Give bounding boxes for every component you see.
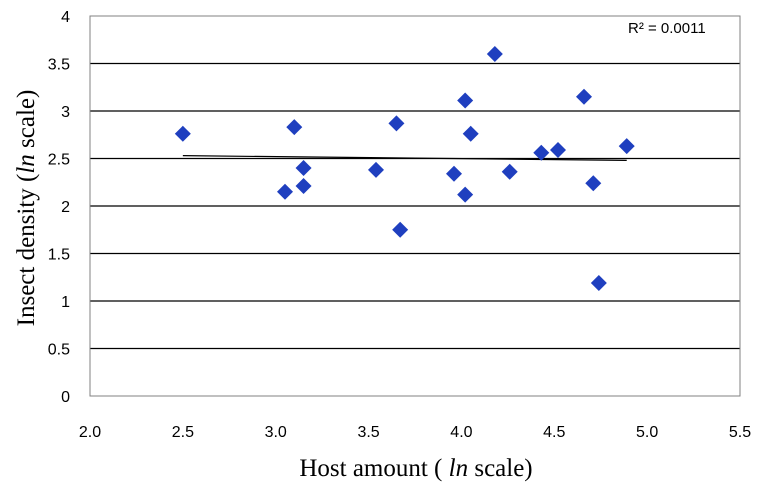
y-tick-label: 3.5	[48, 57, 70, 74]
y-axis-title: Insect density (ln scale)	[13, 90, 40, 327]
data-point	[550, 141, 566, 158]
trendline	[182, 155, 627, 161]
data-point	[618, 138, 635, 155]
y-tick-label: 2	[61, 199, 70, 216]
data-point	[501, 163, 518, 180]
y-tick-label: 3	[61, 104, 70, 121]
y-tick-label: 4	[61, 9, 70, 26]
x-axis-title-part-2: ln	[449, 455, 468, 482]
data-point	[388, 115, 405, 132]
data-point	[446, 165, 462, 182]
data-point	[457, 92, 474, 109]
y-tick-label: 1	[61, 294, 70, 311]
grid-lines	[90, 62, 740, 350]
data-point	[462, 125, 479, 142]
x-tick-label: 3.5	[357, 424, 379, 441]
y-tick-labels: 0 0.5 1 1.5 2 2.5 3 3.5 4	[48, 9, 70, 406]
y-axis-title-part-3: scale)	[13, 90, 40, 155]
data-point	[457, 186, 474, 203]
data-point	[295, 160, 312, 176]
data-point	[576, 88, 592, 105]
x-tick-label: 3.0	[265, 424, 287, 441]
x-tick-label: 4.5	[543, 424, 565, 441]
data-point	[585, 175, 602, 192]
data-points	[174, 46, 635, 291]
data-point	[295, 178, 312, 195]
data-point	[368, 161, 384, 178]
x-tick-labels: 2.0 2.5 3.0 3.5 4.0 4.5 5.0 5.5	[79, 424, 751, 441]
data-point	[590, 274, 607, 291]
x-axis-title: Host amount ( ln scale)	[299, 455, 532, 482]
r2-label: R² = 0.0011	[628, 20, 706, 37]
x-axis-title-part-1: Host amount (	[299, 455, 448, 482]
y-axis-title-part-2: ln	[13, 154, 40, 173]
y-axis-title-part-1: Insect density (	[13, 174, 40, 327]
x-tick-label: 5.5	[729, 424, 751, 441]
data-point	[392, 221, 409, 238]
y-tick-label: 2.5	[48, 152, 70, 169]
y-tick-label: 0	[61, 389, 70, 406]
data-point	[277, 183, 293, 200]
y-tick-label: 1.5	[48, 247, 70, 264]
data-point	[533, 144, 550, 161]
data-point	[486, 46, 503, 62]
data-point	[174, 125, 191, 142]
y-tick-label: 0.5	[48, 342, 70, 359]
x-tick-label: 5.0	[636, 424, 658, 441]
plot-area-border	[89, 15, 741, 397]
x-axis-title-part-3: scale)	[468, 455, 533, 482]
trendline-line	[182, 155, 627, 161]
x-tick-label: 2.0	[79, 424, 101, 441]
data-point	[286, 119, 303, 136]
x-tick-label: 4.0	[450, 424, 472, 441]
x-tick-label: 2.5	[172, 424, 194, 441]
